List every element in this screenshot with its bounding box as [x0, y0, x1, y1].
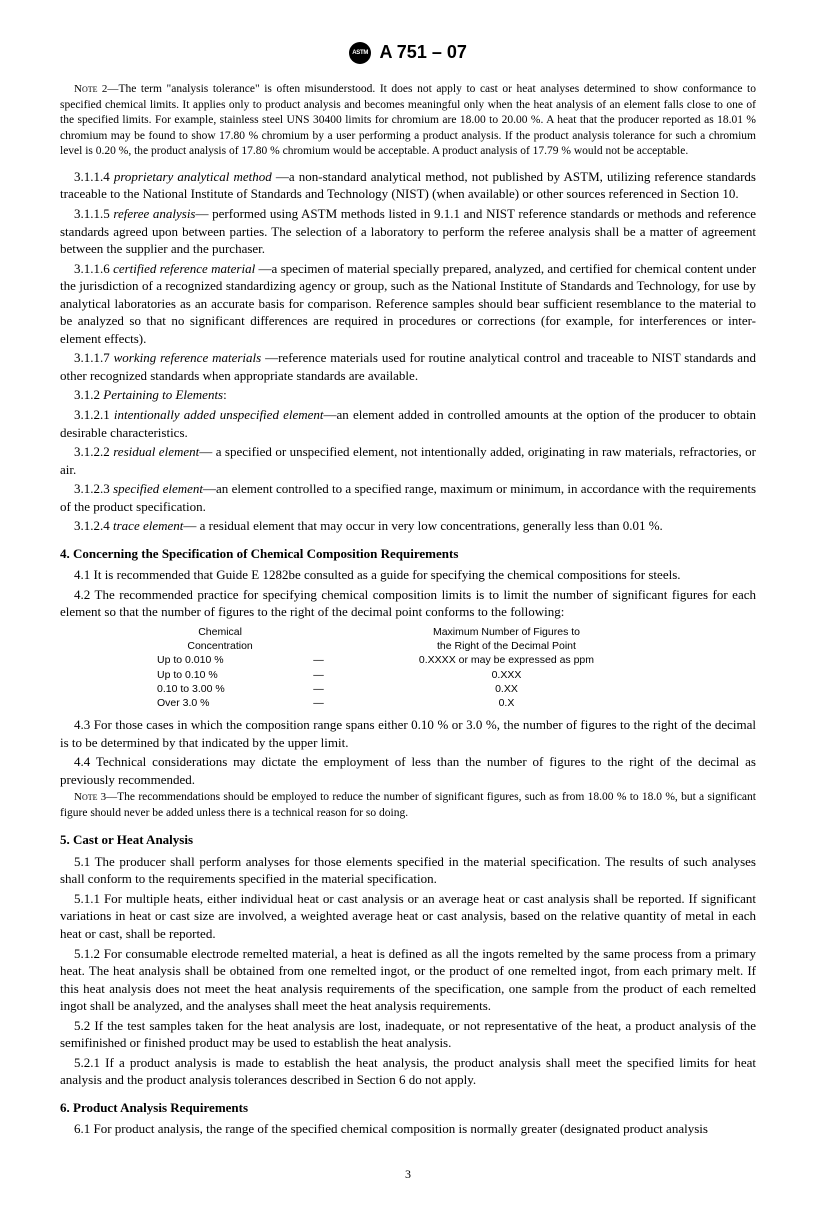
def-3122-term: residual element — [113, 444, 199, 459]
def-3124-text: — a residual element that may occur in v… — [183, 518, 662, 533]
para-4-2: 4.2 The recommended practice for specify… — [60, 586, 756, 621]
def-3121-term: intentionally added unspecified element — [114, 407, 324, 422]
def-3121: 3.1.2.1 intentionally added unspecified … — [60, 406, 756, 441]
table-row: 0.10 to 3.00 %—0.XX — [147, 682, 669, 696]
note-3-label: Note 3— — [74, 791, 117, 803]
cell: — — [293, 696, 344, 710]
def-3115-num: 3.1.1.5 — [74, 206, 113, 221]
section-6-head: 6. Product Analysis Requirements — [60, 1099, 756, 1117]
concentration-table: Chemical Concentration Maximum Number of… — [147, 625, 669, 710]
cell: 0.XXXX or may be expressed as ppm — [344, 653, 669, 667]
note-2-label: Note 2— — [74, 83, 118, 95]
section-5-head: 5. Cast or Heat Analysis — [60, 831, 756, 849]
para-4-1: 4.1 It is recommended that Guide E 1282b… — [60, 566, 756, 584]
cell: Over 3.0 % — [147, 696, 293, 710]
para-5-2: 5.2 If the test samples taken for the he… — [60, 1017, 756, 1052]
def-3116: 3.1.1.6 certified reference material —a … — [60, 260, 756, 348]
page-header: A 751 – 07 — [60, 40, 756, 64]
def-3124: 3.1.2.4 trace element— a residual elemen… — [60, 517, 756, 535]
table-head-2: Maximum Number of Figures to the Right o… — [344, 625, 669, 653]
def-3116-term: certified reference material — [113, 261, 258, 276]
cell: 0.XX — [344, 682, 669, 696]
cell: 0.XXX — [344, 668, 669, 682]
def-3122-num: 3.1.2.2 — [74, 444, 113, 459]
cell: — — [293, 653, 344, 667]
para-4-4: 4.4 Technical considerations may dictate… — [60, 753, 756, 788]
def-312-term: Pertaining to Elements — [103, 387, 223, 402]
def-3123: 3.1.2.3 specified element—an element con… — [60, 480, 756, 515]
def-312-num: 3.1.2 — [74, 387, 103, 402]
def-3123-num: 3.1.2.3 — [74, 481, 113, 496]
para-5-1: 5.1 The producer shall perform analyses … — [60, 853, 756, 888]
section-4-head: 4. Concerning the Specification of Chemi… — [60, 545, 756, 563]
table-head-2a: Maximum Number of Figures to — [433, 626, 580, 638]
table-head-2b: the Right of the Decimal Point — [437, 640, 576, 652]
def-3124-term: trace element — [113, 518, 183, 533]
para-5-1-2: 5.1.2 For consumable electrode remelted … — [60, 945, 756, 1015]
para-6-1: 6.1 For product analysis, the range of t… — [60, 1120, 756, 1138]
def-3123-term: specified element — [113, 481, 203, 496]
table-head-1b: Concentration — [187, 640, 252, 652]
note-3-text: The recommendations should be employed t… — [60, 791, 756, 819]
cell: 0.10 to 3.00 % — [147, 682, 293, 696]
para-5-2-1: 5.2.1 If a product analysis is made to e… — [60, 1054, 756, 1089]
cell: Up to 0.10 % — [147, 668, 293, 682]
def-3124-num: 3.1.2.4 — [74, 518, 113, 533]
page-number: 3 — [60, 1166, 756, 1182]
def-3115-term: referee analysis — [113, 206, 195, 221]
astm-logo-icon — [349, 42, 371, 64]
cell: 0.X — [344, 696, 669, 710]
def-312-colon: : — [223, 387, 227, 402]
def-3117: 3.1.1.7 working reference materials —ref… — [60, 349, 756, 384]
table-row: Up to 0.010 %—0.XXXX or may be expressed… — [147, 653, 669, 667]
table-head-1: Chemical Concentration — [147, 625, 293, 653]
table-row: Up to 0.10 %—0.XXX — [147, 668, 669, 682]
table-head-1a: Chemical — [198, 626, 242, 638]
note-3: Note 3—The recommendations should be emp… — [60, 790, 756, 821]
def-3121-num: 3.1.2.1 — [74, 407, 114, 422]
def-3117-num: 3.1.1.7 — [74, 350, 114, 365]
def-3114-term: proprietary analytical method — [114, 169, 276, 184]
note-2-text: The term "analysis tolerance" is often m… — [60, 83, 756, 157]
def-3114-num: 3.1.1.4 — [74, 169, 114, 184]
para-5-1-1: 5.1.1 For multiple heats, either individ… — [60, 890, 756, 943]
def-3122: 3.1.2.2 residual element— a specified or… — [60, 443, 756, 478]
para-4-3: 4.3 For those cases in which the composi… — [60, 716, 756, 751]
cell: — — [293, 682, 344, 696]
def-3115: 3.1.1.5 referee analysis— performed usin… — [60, 205, 756, 258]
table-head-blank — [293, 625, 344, 653]
table-row: Over 3.0 %—0.X — [147, 696, 669, 710]
def-3117-term: working reference materials — [114, 350, 265, 365]
cell: — — [293, 668, 344, 682]
def-3116-num: 3.1.1.6 — [74, 261, 113, 276]
def-3114: 3.1.1.4 proprietary analytical method —a… — [60, 168, 756, 203]
note-2: Note 2—The term "analysis tolerance" is … — [60, 82, 756, 160]
cell: Up to 0.010 % — [147, 653, 293, 667]
designation-title: A 751 – 07 — [379, 42, 466, 62]
def-312: 3.1.2 Pertaining to Elements: — [60, 386, 756, 404]
